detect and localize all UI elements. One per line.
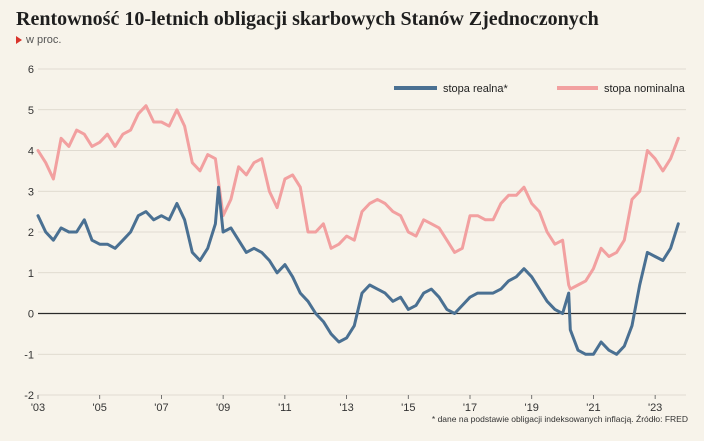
y-tick-label: 4 (28, 146, 34, 158)
x-tick-label: '13 (339, 402, 353, 414)
red-triangle-icon (16, 36, 22, 44)
chart-title: Rentowność 10-letnich obligacji skarbowy… (16, 8, 599, 30)
x-axis-ticks: '03 '05 '07 '09 '11 '13 '15 '17 '19 '21 '23 (31, 395, 662, 414)
x-tick-label: '05 (93, 402, 107, 414)
unit-label: w proc. (26, 34, 62, 46)
y-tick-label: 5 (28, 105, 34, 117)
x-tick-label: '09 (216, 402, 230, 414)
series-lines (36, 104, 680, 356)
real-rate-line (36, 185, 680, 356)
x-tick-label: '17 (463, 402, 477, 414)
nominal-rate-line (36, 104, 680, 291)
x-tick-label: '03 (31, 402, 45, 414)
legend: stopa realna* stopa nominalna (394, 83, 686, 95)
chart-subtitle: w proc. (16, 34, 61, 46)
legend-label-nominal: stopa nominalna (604, 83, 686, 95)
y-tick-label: 6 (28, 64, 34, 76)
grid-lines (38, 68, 686, 396)
x-tick-label: '19 (525, 402, 539, 414)
x-tick-label: '07 (154, 402, 168, 414)
legend-label-real: stopa realna* (443, 83, 509, 95)
x-tick-label: '21 (586, 402, 600, 414)
x-tick-label: '11 (278, 402, 292, 414)
y-tick-label: 1 (28, 268, 34, 280)
source-footnote: * dane na podstawie obligacji indeksowan… (431, 414, 688, 424)
y-tick-label: -1 (24, 349, 34, 361)
x-tick-label: '15 (401, 402, 415, 414)
y-tick-label: 2 (28, 227, 34, 239)
y-tick-label: 0 (28, 309, 34, 321)
y-tick-label: 3 (28, 186, 34, 198)
y-axis-ticks: -2 -1 0 1 2 3 4 5 6 (24, 64, 34, 402)
y-tick-label: -2 (24, 390, 34, 402)
x-tick-label: '23 (648, 402, 662, 414)
